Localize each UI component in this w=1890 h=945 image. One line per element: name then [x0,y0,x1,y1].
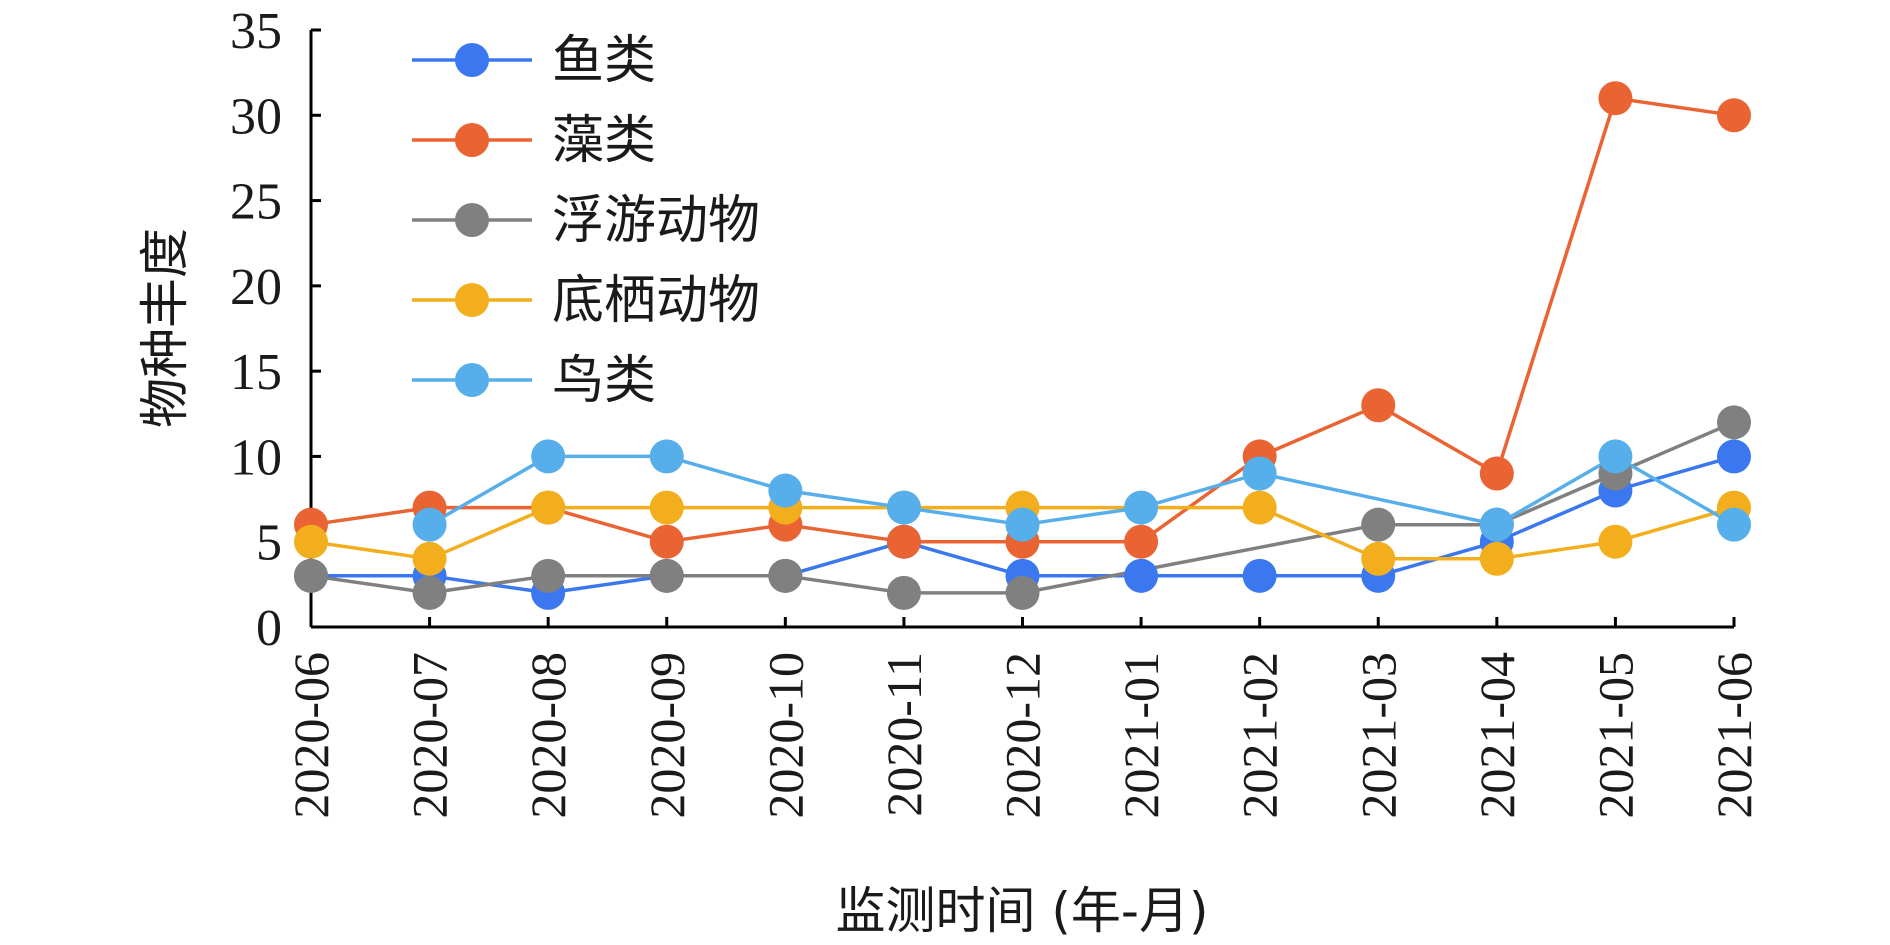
x-axis-title: 监测时间 (年-月) [836,882,1209,940]
data-point [1717,98,1751,133]
x-tick-label: 2020-08 [520,652,576,819]
data-point [1717,439,1751,474]
data-point [412,541,447,576]
y-ticks: 0 5 10 15 20 25 30 35 [230,3,321,657]
x-tick-label: 2021-02 [1232,652,1288,819]
x-tick-label: 2021-04 [1469,652,1525,819]
data-point [1361,388,1396,423]
y-axis-title: 物种丰度 [136,228,194,428]
y-tick-label: 35 [230,3,282,60]
y-tick-label: 25 [230,174,282,231]
data-point [1361,541,1396,576]
legend-label: 底栖动物 [552,271,760,331]
legend-item: 藻类 [412,111,656,171]
x-tick-label: 2020-07 [402,652,458,819]
data-point [768,558,803,593]
x-tick-label: 2021-01 [1113,652,1169,819]
legend-marker [455,123,489,157]
data-point [1479,507,1514,542]
data-point [649,490,684,525]
data-point [1124,490,1159,525]
data-point [649,524,684,559]
data-point [1598,81,1633,116]
data-point [1242,490,1277,525]
data-point [412,507,447,542]
legend-marker [455,283,489,317]
legend-item: 浮游动物 [412,191,760,251]
series-line [310,505,1735,561]
y-tick-label: 20 [230,259,282,316]
y-tick-label: 10 [230,429,282,486]
data-point [1479,456,1514,491]
data-point [1005,575,1040,610]
series-line [428,454,1735,527]
y-tick-label: 30 [230,88,282,145]
x-tick-label: 2020-11 [876,652,932,817]
data-point [768,473,803,508]
legend-item: 底栖动物 [412,271,760,331]
data-point [1242,558,1277,593]
legend-marker [455,43,489,77]
data-point [294,558,328,593]
data-point [886,575,921,610]
data-point [294,524,328,559]
data-point [1717,507,1751,542]
x-tick-label: 2021-06 [1706,652,1762,819]
series-line [310,96,1735,544]
y-tick-label: 0 [256,600,282,657]
data-point [531,490,566,525]
legend-marker [455,203,489,237]
data-point [1242,456,1277,491]
x-tick-label: 2020-06 [283,652,339,819]
data-point [1005,507,1040,542]
data-point [531,439,566,474]
data-point [1124,558,1159,593]
legend-label: 鸟类 [552,351,656,411]
data-point [1598,524,1633,559]
y-tick-label: 15 [230,344,282,401]
data-point [1717,405,1751,440]
legend-item: 鱼类 [412,31,656,91]
series-layer [294,81,1751,610]
y-tick-label: 5 [256,515,282,572]
data-point [886,490,921,525]
x-tick-label: 2020-12 [995,652,1051,819]
x-tick-label: 2021-03 [1350,652,1406,819]
data-point [886,524,921,559]
x-tick-label: 2020-09 [639,652,695,819]
data-point [1124,524,1159,559]
legend-label: 藻类 [552,111,656,171]
data-point [1598,439,1633,474]
legend-item: 鸟类 [412,351,656,411]
data-point [649,439,684,474]
legend-marker [455,363,489,397]
x-tick-label: 2020-10 [757,652,813,819]
x-tick-label: 2021-05 [1587,652,1643,819]
data-point [1361,507,1396,542]
data-point [531,558,566,593]
legend-label: 浮游动物 [552,191,760,251]
data-point [649,558,684,593]
x-ticks: 2020-06 2020-07 2020-08 2020-09 2020-10 2020-… [283,617,1762,819]
data-point [412,575,447,610]
legend-label: 鱼类 [552,31,656,91]
data-point [1479,541,1514,576]
